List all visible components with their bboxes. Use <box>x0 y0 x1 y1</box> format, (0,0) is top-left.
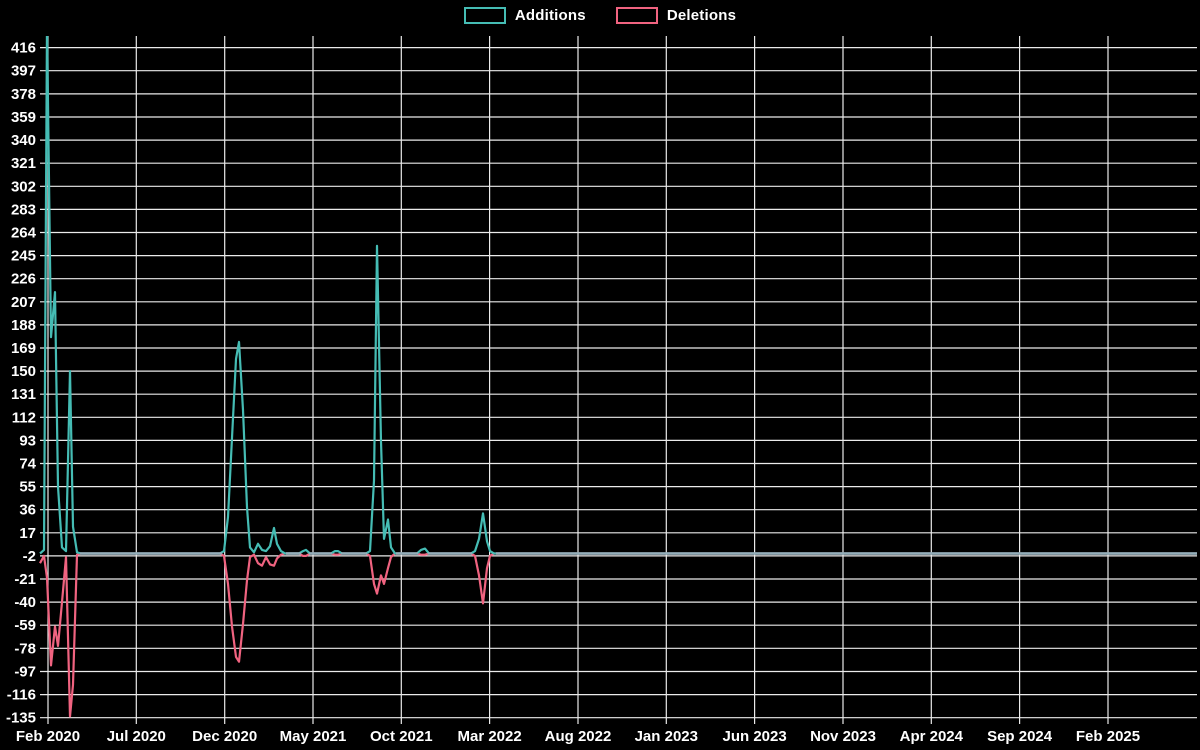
y-tick-label: -2 <box>23 548 36 565</box>
y-tick-label: 17 <box>19 525 36 542</box>
deletions-swatch-icon <box>615 7 658 24</box>
additions-swatch-icon <box>463 7 506 24</box>
y-tick-label: 302 <box>11 178 36 195</box>
y-tick-label: -97 <box>14 664 36 681</box>
x-tick-label: Apr 2024 <box>900 728 964 745</box>
x-tick-label: Dec 2020 <box>192 728 257 745</box>
x-tick-labels: Feb 2020 Jul 2020 Dec 2020 May 2021 Oct 2021… <box>16 728 1140 745</box>
y-tick-label: 321 <box>11 155 36 172</box>
legend-item-additions[interactable]: Additions <box>463 7 586 24</box>
deletions-line <box>39 552 1197 718</box>
x-tick-label: Feb 2020 <box>16 728 80 745</box>
y-tick-label: 188 <box>11 317 36 334</box>
y-tick-labels: 416 397 378 359 340 321 302 283 264 245 226 207 188 1… <box>6 40 37 727</box>
y-tick-label: 150 <box>11 363 36 380</box>
additions-line <box>39 36 1197 555</box>
y-tick-label: 55 <box>19 479 36 496</box>
x-tick-label: May 2021 <box>280 728 347 745</box>
y-tick-label: 264 <box>11 225 37 242</box>
y-tick-label: -135 <box>6 710 36 727</box>
y-tick-label: 207 <box>11 294 36 311</box>
y-tick-label: 283 <box>11 201 36 218</box>
y-tick-label: -21 <box>14 571 36 588</box>
y-tick-label: 131 <box>11 386 36 403</box>
x-tick-label: Jun 2023 <box>722 728 786 745</box>
chart-legend: Additions Deletions <box>0 7 1200 24</box>
y-tick-label: 397 <box>11 63 36 80</box>
x-tick-label: Feb 2025 <box>1076 728 1140 745</box>
y-tick-label: 169 <box>11 340 36 357</box>
y-tick-label: -78 <box>14 640 36 657</box>
x-tick-label: Jan 2023 <box>635 728 698 745</box>
y-tick-label: -116 <box>7 687 36 704</box>
y-tick-label: 340 <box>11 132 36 149</box>
gridlines <box>40 36 1197 724</box>
series-lines <box>39 36 1197 718</box>
y-tick-label: -40 <box>14 594 36 611</box>
y-tick-label: 112 <box>12 409 36 426</box>
y-tick-label: 93 <box>19 432 36 449</box>
y-tick-label: 378 <box>11 86 36 103</box>
y-tick-label: -59 <box>14 617 36 634</box>
y-tick-label: 245 <box>11 248 36 265</box>
x-tick-label: Aug 2022 <box>545 728 612 745</box>
y-tick-label: 416 <box>11 40 36 57</box>
x-tick-label: Mar 2022 <box>457 728 521 745</box>
deletions-legend-label: Deletions <box>666 7 737 24</box>
x-tick-label: Oct 2021 <box>370 728 433 745</box>
y-tick-label: 36 <box>19 502 36 519</box>
x-tick-label: Jul 2020 <box>107 728 166 745</box>
y-tick-label: 359 <box>11 109 36 126</box>
y-tick-label: 74 <box>19 456 36 473</box>
legend-item-deletions[interactable]: Deletions <box>615 7 737 24</box>
x-tick-label: Sep 2024 <box>987 728 1053 745</box>
additions-legend-label: Additions <box>514 7 586 24</box>
y-tick-label: 226 <box>11 271 36 288</box>
x-tick-label: Nov 2023 <box>810 728 876 745</box>
